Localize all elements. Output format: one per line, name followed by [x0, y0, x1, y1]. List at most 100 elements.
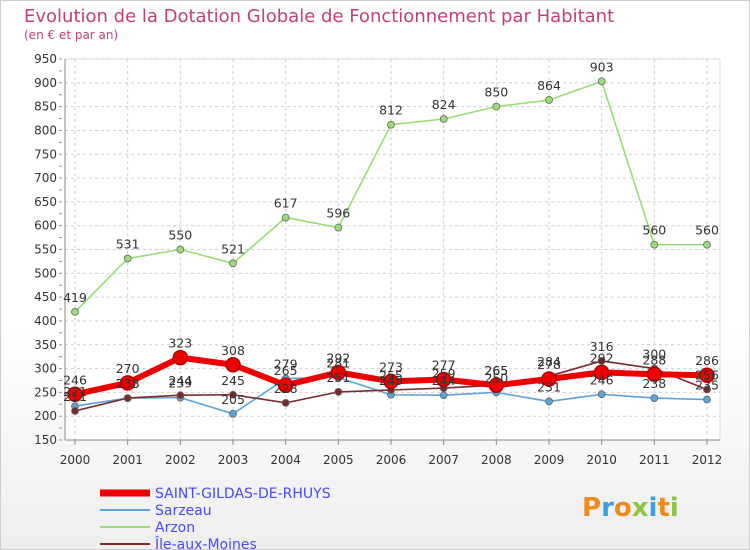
y-tick-label: 600	[34, 219, 57, 233]
y-tick-label: 850	[34, 100, 57, 114]
data-point	[383, 373, 399, 390]
x-tick-label: 2000	[60, 453, 91, 467]
proxiti-logo: Proxiti	[582, 493, 679, 523]
legend: SAINT-GILDAS-DE-RHUYSSarzeauArzonÎle-aux…	[100, 486, 331, 550]
data-label: 250	[484, 370, 508, 385]
data-label: 251	[326, 370, 350, 385]
data-label: 308	[221, 343, 245, 358]
data-label: 256	[695, 368, 719, 383]
y-tick-label: 550	[34, 243, 57, 257]
data-label: 265	[484, 363, 508, 378]
data-point	[593, 364, 610, 381]
data-label: 238	[116, 376, 140, 391]
data-point	[123, 394, 132, 402]
y-tick-label: 650	[34, 195, 57, 209]
data-label: 300	[642, 347, 666, 362]
data-label: 824	[432, 97, 456, 112]
data-label: 255	[379, 368, 403, 383]
data-point	[71, 407, 79, 415]
x-axis: 2000 2001 2002 2003 2004 2005 2006 2007 2008 2009…	[60, 439, 723, 467]
data-label: 277	[432, 358, 456, 373]
y-tick-label: 700	[34, 171, 57, 185]
y-tick-label: 200	[34, 409, 57, 423]
data-point	[439, 391, 448, 400]
data-point	[703, 395, 711, 404]
data-label: 235	[695, 378, 719, 393]
data-point	[123, 254, 132, 263]
data-label: 244	[432, 373, 456, 388]
data-label: 286	[695, 353, 719, 368]
chart-title: Evolution de la Dotation Globale de Fonc…	[24, 6, 614, 27]
x-tick-label: 2012	[692, 453, 723, 467]
data-label: 246	[63, 372, 87, 387]
data-point	[646, 366, 663, 383]
data-label: 864	[537, 78, 561, 93]
data-point	[281, 213, 290, 222]
y-tick-label: 350	[34, 338, 57, 352]
data-label: 419	[63, 290, 87, 305]
data-label: 292	[326, 350, 350, 365]
data-point	[703, 240, 711, 249]
data-label: 246	[590, 372, 614, 387]
data-label: 292	[590, 350, 614, 365]
data-label: 205	[221, 392, 245, 407]
x-tick-label: 2007	[428, 453, 459, 467]
data-label: 238	[642, 376, 666, 391]
data-label: 238	[116, 376, 140, 391]
data-label: 279	[274, 357, 298, 372]
data-point	[176, 245, 185, 254]
data-label: 270	[116, 361, 140, 376]
data-label: 278	[537, 357, 561, 372]
data-point	[119, 375, 136, 391]
data-label: 550	[168, 228, 192, 243]
data-label: 560	[642, 223, 666, 238]
data-label: 228	[274, 381, 298, 396]
data-point	[492, 102, 501, 111]
data-point	[545, 397, 553, 406]
data-point	[225, 357, 241, 373]
y-tick-label: 900	[34, 76, 57, 90]
data-point	[67, 386, 83, 403]
legend-label: Sarzeau	[155, 503, 212, 519]
data-point	[597, 357, 606, 365]
y-tick-label: 150	[34, 433, 57, 447]
data-label: 812	[379, 103, 403, 118]
x-tick-label: 2009	[534, 453, 565, 467]
data-point	[387, 120, 395, 129]
y-tick-label: 450	[34, 290, 57, 304]
data-label: 221	[63, 384, 87, 399]
data-point	[650, 394, 659, 402]
data-label: 273	[379, 359, 403, 374]
x-tick-label: 2006	[376, 453, 407, 467]
y-tick-label: 750	[34, 147, 57, 161]
x-tick-label: 2004	[270, 453, 301, 467]
series-layer	[67, 77, 715, 418]
data-label: 244	[168, 373, 192, 388]
data-label: 521	[221, 241, 245, 256]
chart-subtitle: (en € et par an)	[24, 28, 118, 42]
data-label: 531	[116, 237, 140, 252]
data-label: 316	[590, 339, 614, 354]
data-point	[172, 349, 189, 366]
y-tick-label: 400	[34, 314, 57, 328]
data-point	[541, 371, 557, 387]
data-label: 323	[168, 336, 192, 351]
y-tick-label: 500	[34, 266, 57, 280]
logo-text: Proxiti	[582, 493, 679, 523]
y-tick-label: 250	[34, 385, 57, 399]
data-point	[699, 367, 715, 383]
legend-label: Arzon	[155, 520, 195, 536]
data-label: 596	[326, 206, 350, 221]
data-label: 903	[590, 59, 614, 74]
x-tick-label: 2010	[586, 453, 617, 467]
data-label: 259	[432, 366, 456, 381]
y-tick-label: 950	[34, 52, 57, 66]
x-tick-label: 2001	[112, 453, 143, 467]
data-point	[277, 377, 294, 393]
data-label: 231	[537, 379, 561, 394]
data-label: 281	[326, 356, 350, 371]
data-point	[439, 115, 448, 123]
data-label: 265	[274, 363, 298, 378]
